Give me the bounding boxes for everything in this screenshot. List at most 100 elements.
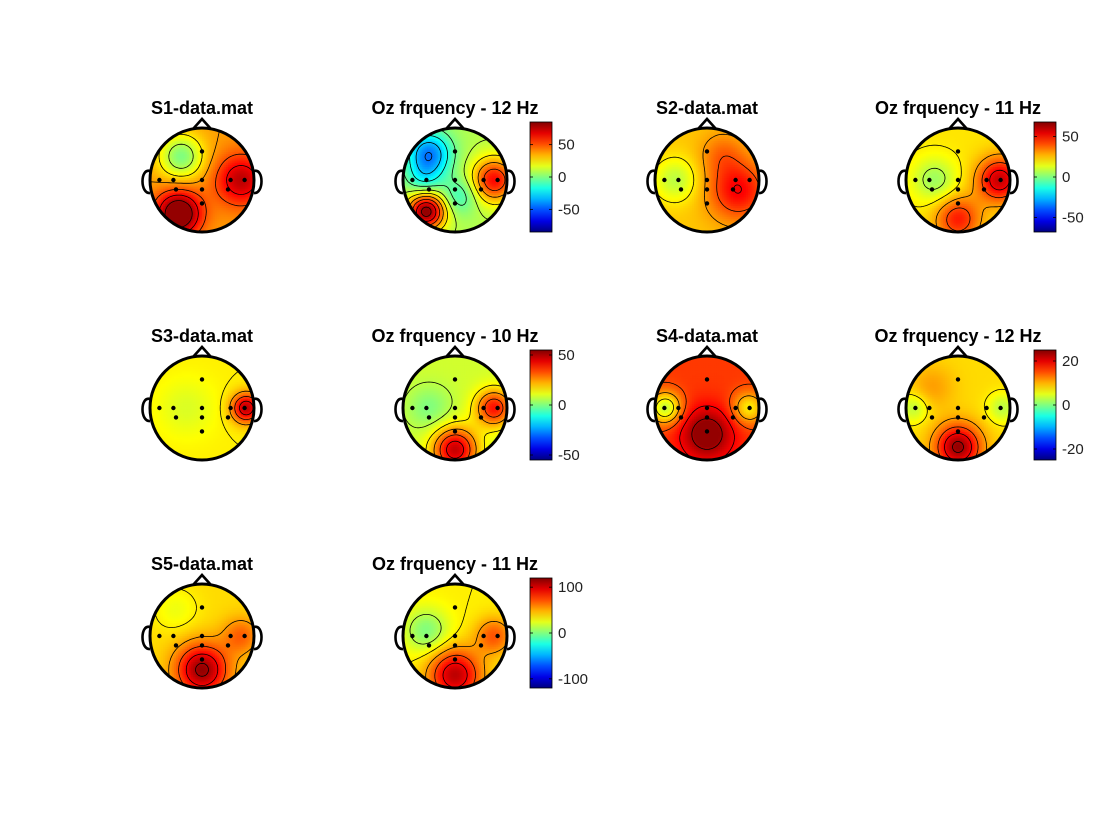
electrode-7 <box>678 415 684 420</box>
electrode-5 <box>481 405 486 411</box>
head-outline <box>401 582 509 690</box>
electrode-4 <box>704 405 710 411</box>
head-outline <box>653 126 761 234</box>
electrode-3 <box>927 405 932 411</box>
electrode-8 <box>955 415 961 420</box>
nose <box>192 117 212 130</box>
nose <box>948 117 968 130</box>
colorbar-tick-label: -50 <box>1062 209 1084 226</box>
nose <box>445 573 465 586</box>
contour-lines <box>655 381 759 460</box>
colorbar-tick-label: 0 <box>1062 397 1070 414</box>
electrode-2 <box>410 633 415 639</box>
electrode-3 <box>927 177 932 183</box>
head-outline <box>401 126 509 234</box>
electrode-10 <box>199 657 205 662</box>
electrode-5 <box>228 405 233 411</box>
panel-title: Oz frquency - 12 Hz <box>874 326 1041 346</box>
electrode-6 <box>998 405 1003 411</box>
electrode-2 <box>913 405 918 411</box>
colorbar: 100 0 -100 <box>529 577 588 689</box>
panel-title: S1-data.mat <box>151 98 253 118</box>
head-outline <box>148 126 256 234</box>
colorbar-tick-label: 50 <box>1062 129 1079 146</box>
electrode-7 <box>929 187 935 192</box>
colorbar: 50 0 -50 <box>529 347 580 464</box>
electrode-5 <box>481 633 486 639</box>
electrode-8 <box>199 187 205 192</box>
electrode-9 <box>478 643 484 648</box>
left-ear <box>141 397 151 423</box>
colorbar-tick-label: 50 <box>558 137 575 154</box>
electrode-1 <box>452 605 458 610</box>
nose <box>445 117 465 130</box>
electrode-9 <box>225 643 231 648</box>
electrode-6 <box>747 177 752 183</box>
left-ear <box>394 169 404 195</box>
electrode-8 <box>955 187 961 192</box>
colorbar-tick-label: -50 <box>558 447 580 464</box>
electrode-10 <box>199 429 205 434</box>
colorbar-tick-label: 100 <box>558 579 583 596</box>
electrode-8 <box>452 187 458 192</box>
right-ear <box>253 397 263 423</box>
nose <box>192 345 212 358</box>
topoplot-panel-9: S5-data.mat <box>141 554 263 690</box>
electrode-3 <box>171 633 176 639</box>
electrode-3 <box>424 405 429 411</box>
electrode-10 <box>955 201 961 206</box>
colorbar: 50 0 -50 <box>529 121 580 233</box>
nose <box>445 345 465 358</box>
electrode-2 <box>913 177 918 183</box>
panel-title: S4-data.mat <box>656 326 758 346</box>
panel-title: S2-data.mat <box>656 98 758 118</box>
electrode-10 <box>955 429 961 434</box>
head-outline <box>904 354 1012 462</box>
electrode-2 <box>157 633 162 639</box>
electrode-8 <box>199 415 205 420</box>
electrode-2 <box>157 405 162 411</box>
electrode-10 <box>199 201 205 206</box>
left-ear <box>897 397 907 423</box>
topoplot-panel-6: Oz frquency - 10 Hz 50 0 -50 <box>371 326 579 464</box>
electrode-3 <box>171 405 176 411</box>
electrode-8 <box>452 643 458 648</box>
electrode-4 <box>955 405 961 411</box>
topoplot-panel-1: S1-data.mat <box>141 98 263 234</box>
colorbar-gradient <box>1033 121 1057 233</box>
electrode-7 <box>426 187 432 192</box>
head-outline <box>148 582 256 690</box>
topoplot-panel-2: Oz frquency - 12 Hz 50 0 -50 <box>371 98 580 234</box>
electrode-5 <box>228 177 233 183</box>
electrode-1 <box>199 149 205 154</box>
electrode-9 <box>730 415 736 420</box>
colorbar-gradient <box>529 577 553 689</box>
head-outline <box>148 354 256 462</box>
colorbar-gradient <box>1033 349 1057 461</box>
topoplot-field <box>150 128 254 232</box>
electrode-6 <box>747 405 752 411</box>
electrode-7 <box>426 415 432 420</box>
electrode-9 <box>225 187 231 192</box>
electrode-3 <box>676 405 681 411</box>
electrode-7 <box>173 415 179 420</box>
electrode-8 <box>199 643 205 648</box>
right-ear <box>506 397 516 423</box>
electrode-7 <box>678 187 684 192</box>
panel-title: Oz frquency - 11 Hz <box>372 554 538 574</box>
electrode-1 <box>452 377 458 382</box>
electrode-4 <box>704 177 710 183</box>
electrode-10 <box>452 201 458 206</box>
panel-title: S3-data.mat <box>151 326 253 346</box>
topoplot-panel-8: Oz frquency - 12 Hz 20 0 -20 <box>874 326 1084 462</box>
colorbar: 50 0 -50 <box>1033 121 1084 233</box>
topoplot-panel-4: Oz frquency - 11 Hz 50 0 -50 <box>875 98 1084 234</box>
right-ear <box>1009 397 1019 423</box>
colorbar-tick-label: 0 <box>558 169 566 186</box>
electrode-9 <box>730 187 736 192</box>
electrode-9 <box>225 415 231 420</box>
panel-title: Oz frquency - 11 Hz <box>875 98 1041 118</box>
electrode-5 <box>984 405 989 411</box>
nose <box>697 345 717 358</box>
